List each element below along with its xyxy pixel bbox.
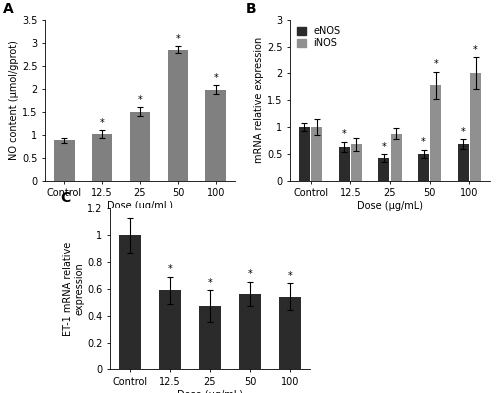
Bar xyxy=(130,112,150,181)
Text: A: A xyxy=(3,2,14,16)
Text: *: * xyxy=(473,44,478,55)
Bar xyxy=(458,144,468,181)
Y-axis label: mRNA relative expression: mRNA relative expression xyxy=(254,37,264,163)
Text: C: C xyxy=(60,191,70,205)
Y-axis label: ET-1 mRNA relative
expression: ET-1 mRNA relative expression xyxy=(62,242,84,336)
Y-axis label: NO content (μmol/gprot): NO content (μmol/gprot) xyxy=(9,40,19,160)
Text: *: * xyxy=(214,73,218,83)
Bar xyxy=(168,50,188,181)
Bar xyxy=(299,127,310,181)
Bar xyxy=(391,134,402,181)
Bar xyxy=(159,290,181,369)
Text: *: * xyxy=(434,59,438,69)
Text: *: * xyxy=(288,271,292,281)
X-axis label: Dose (μg/mL): Dose (μg/mL) xyxy=(107,201,173,211)
Bar xyxy=(430,85,441,181)
X-axis label: Dose (μg/mL): Dose (μg/mL) xyxy=(177,390,243,393)
Bar xyxy=(339,147,349,181)
Bar xyxy=(206,90,227,181)
Text: *: * xyxy=(168,264,172,274)
Text: *: * xyxy=(248,270,252,279)
Bar xyxy=(418,154,429,181)
Text: *: * xyxy=(100,118,104,128)
Text: B: B xyxy=(246,2,256,16)
Bar xyxy=(351,144,362,181)
Text: *: * xyxy=(461,127,466,137)
Bar xyxy=(199,306,221,369)
Text: *: * xyxy=(421,138,426,147)
Bar xyxy=(119,235,141,369)
Legend: eNOS, iNOS: eNOS, iNOS xyxy=(295,24,343,50)
Bar xyxy=(470,73,481,181)
Bar xyxy=(92,134,112,181)
X-axis label: Dose (μg/mL): Dose (μg/mL) xyxy=(357,201,423,211)
Bar xyxy=(54,140,74,181)
Text: *: * xyxy=(208,277,212,288)
Text: *: * xyxy=(138,95,142,105)
Bar xyxy=(378,158,389,181)
Bar xyxy=(239,294,261,369)
Bar xyxy=(279,297,301,369)
Text: *: * xyxy=(382,142,386,152)
Text: *: * xyxy=(342,129,346,139)
Bar xyxy=(312,127,322,181)
Text: *: * xyxy=(176,34,180,44)
